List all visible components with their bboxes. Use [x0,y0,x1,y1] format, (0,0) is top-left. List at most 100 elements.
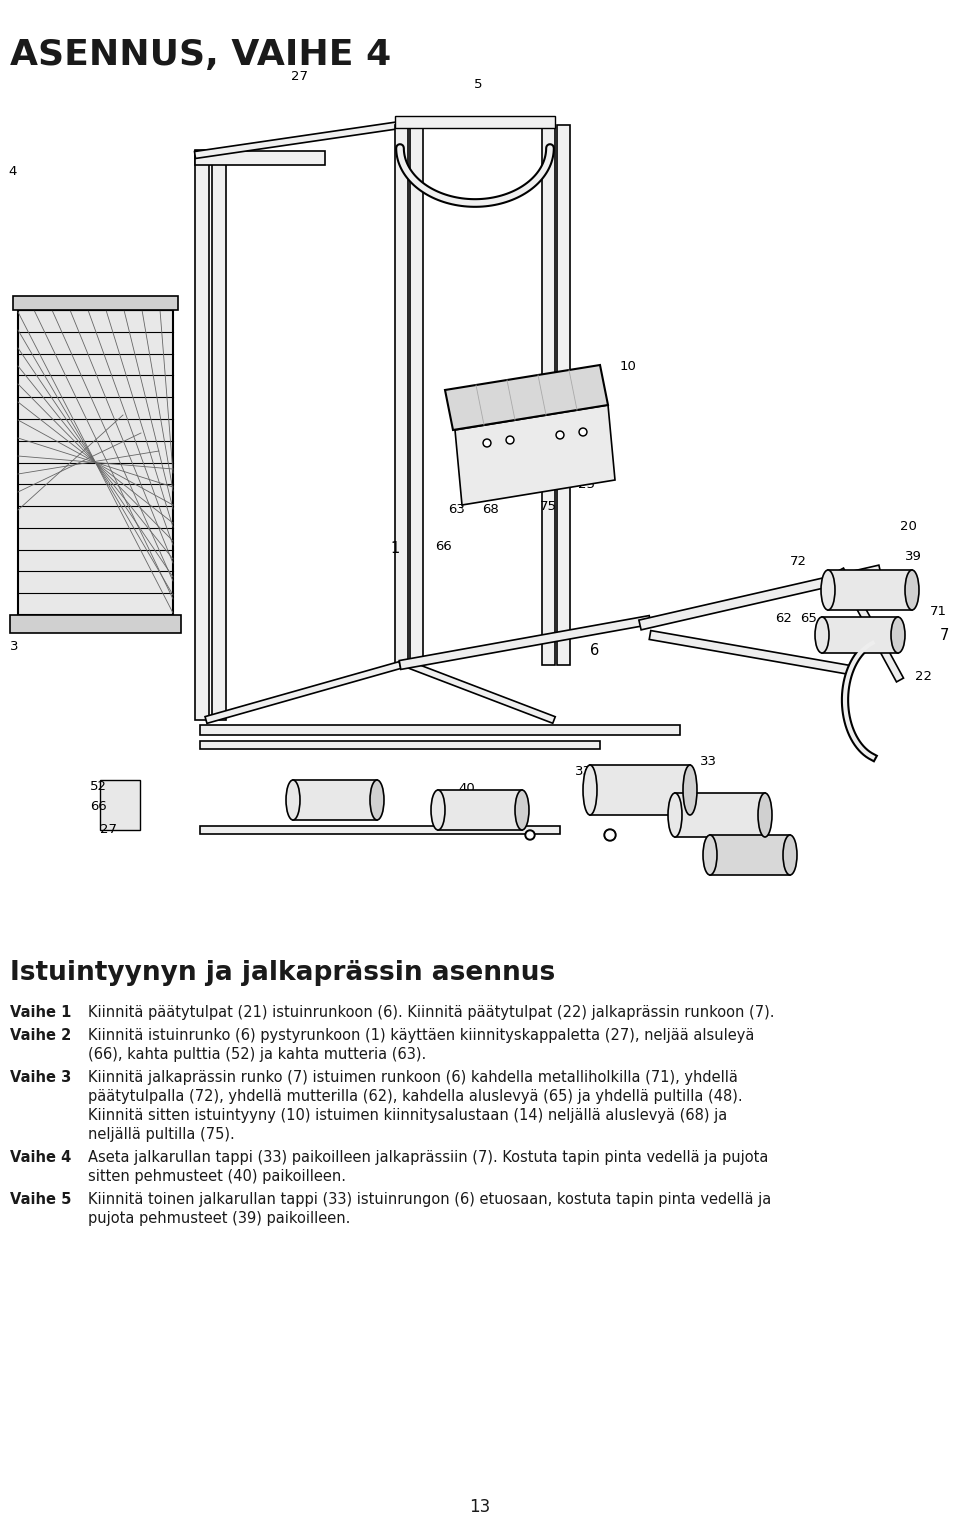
Bar [395,125,408,665]
Text: 48: 48 [820,586,837,598]
Text: 25: 25 [578,478,595,491]
Polygon shape [639,566,881,630]
Circle shape [581,429,586,435]
Text: 5: 5 [473,78,482,91]
Text: 63: 63 [448,503,465,516]
Ellipse shape [515,789,529,830]
Polygon shape [399,616,651,669]
Text: Vaihe 1: Vaihe 1 [10,1005,71,1021]
Bar [195,151,209,719]
Text: 13: 13 [469,1498,491,1516]
Bar [293,780,377,820]
Text: Vaihe 3: Vaihe 3 [10,1069,71,1084]
Bar [410,125,423,665]
Circle shape [508,438,513,443]
Ellipse shape [431,789,445,830]
Text: 27: 27 [100,823,117,837]
Circle shape [604,829,616,841]
Ellipse shape [703,835,717,875]
Text: Vaihe 2: Vaihe 2 [10,1028,71,1043]
Text: 33: 33 [700,754,717,768]
Circle shape [506,437,514,444]
Ellipse shape [821,570,835,610]
Bar [557,125,570,665]
Circle shape [525,830,535,840]
Bar [828,570,912,610]
Text: ASENNUS, VAIHE 4: ASENNUS, VAIHE 4 [10,38,392,71]
Ellipse shape [583,765,597,815]
Polygon shape [649,631,851,674]
Ellipse shape [758,792,772,837]
Bar [822,618,898,653]
Bar [710,835,790,875]
Text: (66), kahta pulttia (52) ja kahta mutteria (63).: (66), kahta pulttia (52) ja kahta mutter… [88,1046,426,1062]
Text: Kiinnitä toinen jalkarullan tappi (33) istuinrungon (6) etuosaan, kostuta tapin : Kiinnitä toinen jalkarullan tappi (33) i… [88,1192,771,1208]
Text: 68: 68 [482,503,499,516]
Ellipse shape [783,835,797,875]
Text: 66: 66 [435,540,452,554]
Text: 71: 71 [930,605,947,618]
Text: 75: 75 [540,500,557,513]
Text: Vaihe 5: Vaihe 5 [10,1192,71,1208]
Circle shape [606,830,614,840]
Polygon shape [195,122,400,158]
Bar [212,151,226,719]
Polygon shape [200,741,600,748]
Text: 4: 4 [8,164,16,178]
Text: 72: 72 [790,555,807,567]
Text: 20: 20 [738,838,755,852]
Ellipse shape [668,792,682,837]
Text: 65: 65 [800,611,817,625]
Text: 39: 39 [905,551,922,563]
Text: Kiinnitä istuinrunko (6) pystyrunkoon (1) käyttäen kiinnityskappaletta (27), nel: Kiinnitä istuinrunko (6) pystyrunkoon (1… [88,1028,755,1043]
Circle shape [579,427,587,437]
Bar [195,151,325,164]
Bar [395,116,555,128]
Text: 66: 66 [90,800,107,814]
Text: 62: 62 [775,611,792,625]
Text: 33: 33 [575,765,592,779]
Text: Vaihe 4: Vaihe 4 [10,1150,71,1165]
Text: päätytulpalla (72), yhdellä mutterilla (62), kahdella aluslevyä (65) ja yhdellä : päätytulpalla (72), yhdellä mutterilla (… [88,1089,743,1104]
Bar [13,297,178,310]
Text: 6: 6 [590,643,599,659]
Text: Kiinnitä päätytulpat (21) istuinrunkoon (6). Kiinnitä päätytulpat (22) jalkapräs: Kiinnitä päätytulpat (21) istuinrunkoon … [88,1005,775,1021]
Bar [438,789,522,830]
Circle shape [527,832,533,838]
Ellipse shape [891,618,905,653]
Text: Kiinnitä sitten istuintyyny (10) istuimen kiinnitysalustaan (14) neljällä alusle: Kiinnitä sitten istuintyyny (10) istuime… [88,1107,728,1122]
Ellipse shape [286,780,300,820]
Text: 39: 39 [350,782,367,795]
Circle shape [485,441,490,446]
Circle shape [483,440,491,447]
Circle shape [558,432,563,438]
Text: 10: 10 [620,360,636,373]
Bar [675,792,765,837]
Ellipse shape [370,780,384,820]
Polygon shape [409,662,555,724]
Text: 52: 52 [90,780,107,792]
Circle shape [556,430,564,440]
Bar [10,614,181,633]
Polygon shape [836,567,903,681]
Text: 27: 27 [292,70,308,84]
Polygon shape [455,405,615,505]
Text: pujota pehmusteet (39) paikoilleen.: pujota pehmusteet (39) paikoilleen. [88,1211,350,1226]
Ellipse shape [905,570,919,610]
Text: 14: 14 [540,468,557,481]
Polygon shape [445,365,608,430]
Text: 1: 1 [390,541,399,557]
Text: Kiinnitä jalkaprässin runko (7) istuimen runkoon (6) kahdella metalliholkilla (7: Kiinnitä jalkaprässin runko (7) istuimen… [88,1069,738,1084]
Text: 7: 7 [940,628,949,643]
Text: Aseta jalkarullan tappi (33) paikoilleen jalkaprässiin (7). Kostuta tapin pinta : Aseta jalkarullan tappi (33) paikoilleen… [88,1150,768,1165]
Ellipse shape [683,765,697,815]
Text: 20: 20 [900,520,917,532]
Polygon shape [205,662,401,724]
Text: Istuintyynyn ja jalkaprässin asennus: Istuintyynyn ja jalkaprässin asennus [10,960,555,986]
Polygon shape [200,726,680,735]
Ellipse shape [815,618,829,653]
Text: neljällä pultilla (75).: neljällä pultilla (75). [88,1127,235,1142]
Text: sitten pehmusteet (40) paikoilleen.: sitten pehmusteet (40) paikoilleen. [88,1170,346,1183]
Text: 3: 3 [10,640,18,653]
Polygon shape [100,780,140,830]
